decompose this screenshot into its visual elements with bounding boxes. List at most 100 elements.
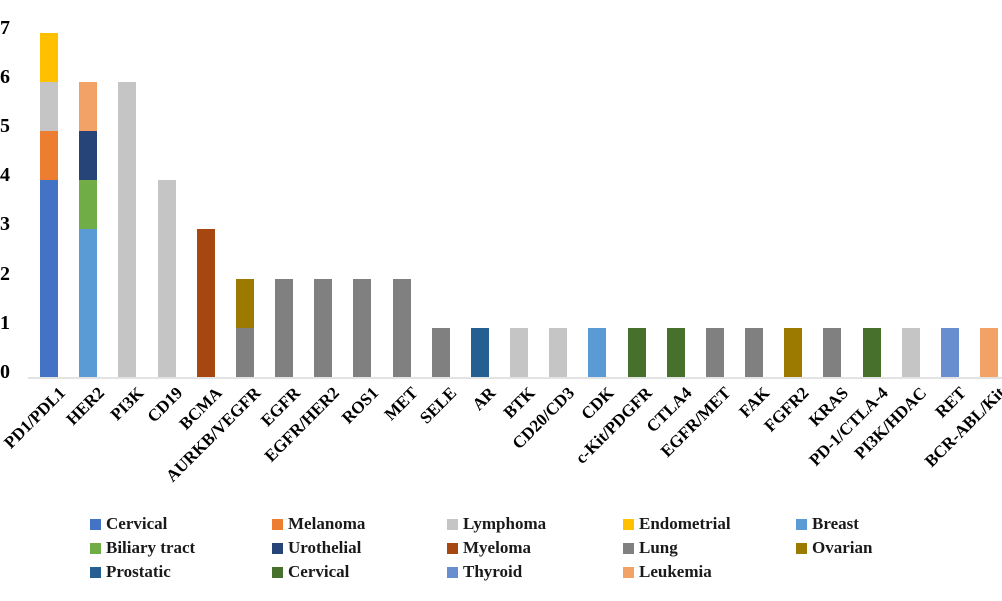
bar-RET — [940, 327, 959, 377]
legend-swatch-icon — [272, 566, 283, 578]
legend-entry-thyroid: Thyroid — [447, 563, 623, 581]
legend-entry-ovarian: Ovarian — [796, 539, 1000, 557]
bar-EGFR/MET — [705, 327, 724, 377]
bar-ROS1 — [353, 278, 372, 377]
legend-swatch-icon — [447, 566, 458, 578]
legend-entry-lymphoma: Lymphoma — [447, 515, 623, 533]
x-axis-category-label: ROS1 — [337, 383, 383, 428]
bar-segment-prostatic — [470, 327, 489, 377]
legend-swatch-icon — [623, 542, 634, 554]
bar-MET — [392, 278, 411, 377]
bar-segment-leukemia — [980, 327, 999, 377]
bar-segment-cervical-2 — [862, 327, 881, 377]
y-axis-tick-label: 3 — [0, 213, 10, 236]
legend-entry-lung: Lung — [623, 539, 796, 557]
bar-PI3K — [118, 81, 137, 377]
bar-segment-lymphoma — [549, 327, 568, 377]
bar-BCMA — [196, 229, 215, 377]
y-axis-tick-label: 5 — [0, 115, 10, 137]
bar-segment-biliary-tract — [79, 180, 98, 230]
legend-label: Cervical — [106, 514, 168, 533]
legend-label: Myeloma — [463, 538, 531, 557]
legend-entry-melanoma: Melanoma — [272, 515, 447, 533]
bar-segment-cervical-2 — [627, 327, 646, 377]
bar-FGFR2 — [784, 327, 803, 377]
bar-SELE — [431, 327, 450, 377]
x-axis-category-label: HER2 — [62, 383, 108, 429]
x-axis-category-label: AR — [468, 383, 500, 415]
bar-c-Kit/PDGFR — [627, 327, 646, 377]
legend-swatch-icon — [796, 518, 807, 530]
bar-segment-urothelial — [79, 131, 98, 181]
bar-HER2 — [79, 81, 98, 377]
bar-segment-endometrial — [40, 32, 58, 82]
legend-label: Lymphoma — [463, 514, 547, 533]
bar-KRAS — [823, 327, 842, 377]
bar-FAK — [745, 327, 764, 377]
bar-segment-lung — [705, 327, 724, 377]
bar-segment-thyroid — [940, 327, 959, 377]
bar-PI3K/HDAC — [901, 327, 920, 377]
legend-label: Lung — [639, 538, 678, 557]
legend-entry-prostatic: Prostatic — [90, 563, 272, 581]
y-axis-tick-label: 0 — [0, 361, 10, 383]
legend-entry-breast: Breast — [796, 515, 1000, 533]
bar-segment-lung — [745, 327, 764, 377]
y-axis-tick-label: 6 — [0, 65, 10, 88]
bar-BCR-ABL/Kit — [980, 327, 999, 377]
bar-segment-lung — [235, 327, 254, 377]
legend-entry-cervical-2: Cervical — [272, 563, 447, 581]
bar-BTK — [510, 327, 529, 377]
y-axis-tick-label: 2 — [0, 262, 10, 285]
bar-segment-lymphoma — [901, 327, 920, 377]
bar-PD-1/CTLA-4 — [862, 327, 881, 377]
legend-entry-leukemia: Leukemia — [623, 563, 796, 581]
legend-entry-urothelial: Urothelial — [272, 539, 447, 557]
legend-label: Cervical — [288, 562, 350, 581]
bar-segment-cervical — [40, 180, 58, 377]
bar-AURKB/VEGFR — [235, 278, 254, 377]
legend-swatch-icon — [623, 518, 634, 530]
legend-label: Thyroid — [463, 562, 523, 581]
x-axis-line — [28, 377, 1002, 379]
x-axis-category-label: MET — [380, 383, 422, 425]
bar-segment-lung — [314, 278, 333, 377]
bar-CDK — [588, 327, 607, 377]
legend-label: Endometrial — [639, 514, 731, 533]
bar-segment-lung — [431, 327, 450, 377]
bar-PD1/PDL1 — [40, 32, 58, 377]
legend-label: Biliary tract — [106, 538, 196, 557]
bar-CTLA4 — [666, 327, 685, 377]
legend-label: Melanoma — [288, 514, 366, 533]
bar-segment-breast — [79, 229, 98, 377]
bar-segment-ovarian — [784, 327, 803, 377]
legend-entry-biliary-tract: Biliary tract — [90, 539, 272, 557]
bar-segment-lung — [823, 327, 842, 377]
bar-CD20/CD3 — [549, 327, 568, 377]
legend-swatch-icon — [447, 542, 458, 554]
legend-swatch-icon — [272, 542, 283, 554]
bar-segment-lung — [392, 278, 411, 377]
bar-segment-lung — [275, 278, 294, 377]
bar-segment-myeloma — [196, 229, 215, 377]
legend-swatch-icon — [796, 542, 807, 554]
legend-label: Ovarian — [812, 538, 873, 557]
bar-segment-lymphoma — [510, 327, 529, 377]
bar-segment-cervical-2 — [666, 327, 685, 377]
x-axis-category-label: SELE — [416, 383, 461, 428]
legend-entry-cervical: Cervical — [90, 515, 272, 533]
legend-swatch-icon — [623, 566, 634, 578]
legend-swatch-icon — [447, 518, 458, 530]
legend-entry-endometrial: Endometrial — [623, 515, 796, 533]
legend-entry-myeloma: Myeloma — [447, 539, 623, 557]
legend-label: Urothelial — [288, 538, 362, 557]
legend-label: Leukemia — [639, 562, 712, 581]
y-axis-tick-label: 4 — [0, 164, 10, 187]
bar-EGFR/HER2 — [314, 278, 333, 377]
legend-label: Prostatic — [106, 562, 171, 581]
bar-segment-lymphoma — [157, 180, 176, 377]
legend-swatch-icon — [90, 542, 101, 554]
bar-AR — [470, 327, 489, 377]
legend-label: Breast — [812, 514, 859, 533]
